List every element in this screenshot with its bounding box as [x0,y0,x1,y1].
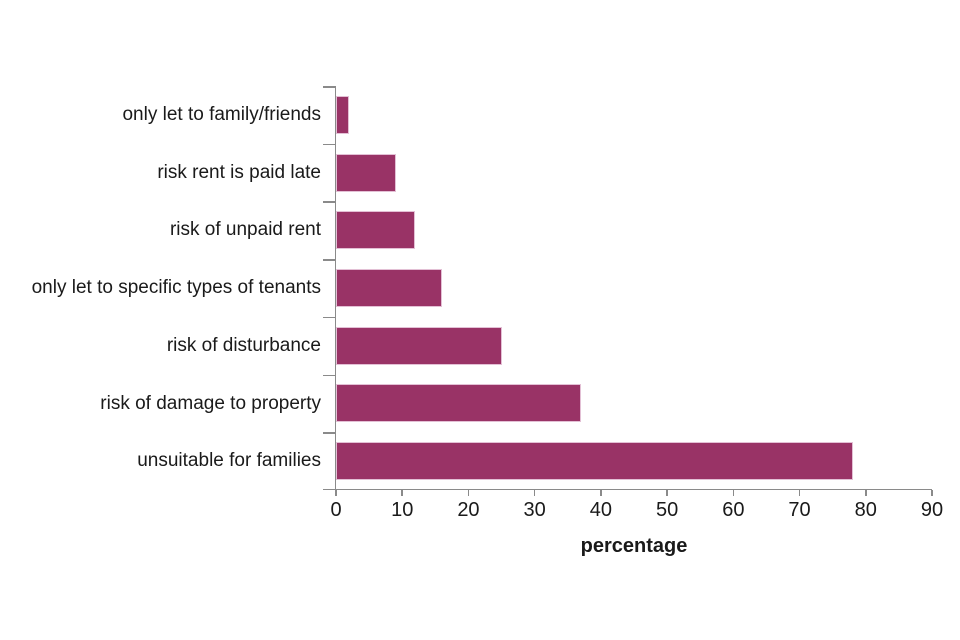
x-axis-tick-label: 10 [391,499,414,521]
x-axis-tick-mark [467,490,470,496]
category-label: only let to family/friends [122,104,321,125]
x-axis-title: percentage [580,535,688,557]
x-axis-tick-mark [666,490,668,496]
x-axis-tick-label: 0 [330,499,342,521]
x-axis-tick-label: 80 [854,499,877,521]
bar [336,211,416,250]
bar [336,442,853,481]
bar [336,95,350,134]
x-axis-tick-label: 50 [655,499,679,521]
x-axis-tick-label: 40 [589,499,612,521]
x-axis-tick-label: 70 [788,499,811,521]
y-axis-tick-mark [323,432,335,434]
x-axis-tick-label: 90 [920,499,944,521]
category-label: risk rent is paid late [157,161,321,183]
bar [336,326,502,365]
y-axis-tick-mark [323,201,335,203]
y-axis-tick-mark [323,259,335,261]
plot-area [323,86,933,496]
category-label: risk of unpaid rent [169,219,321,241]
y-axis-tick-mark [323,488,335,490]
x-axis-tick-label: 30 [523,499,546,521]
x-axis-tick-label: 60 [722,499,745,521]
y-axis-tick-mark [323,374,335,377]
x-axis-tick-mark [798,490,801,496]
y-axis-line [334,86,336,490]
y-axis-tick-mark [323,316,335,319]
category-label: risk of disturbance [166,334,321,356]
y-axis-tick-mark [323,143,335,146]
category-label: only let to specific types of tenants [31,277,321,299]
x-axis-tick-mark [401,490,403,496]
x-axis-tick-mark [931,490,933,496]
bar [336,269,442,307]
x-axis-tick-mark [732,490,735,496]
x-axis-tick-mark [533,490,536,496]
x-axis-tick-label: 20 [457,499,480,521]
x-axis-tick-mark [865,490,867,496]
bar [336,153,396,192]
x-axis-tick-mark [600,490,602,496]
bar [336,384,582,423]
y-axis-tick-mark [323,86,335,88]
category-label: risk of damage to property [100,392,321,414]
x-axis-tick-mark [335,490,337,496]
x-axis-line [336,488,932,490]
category-label: unsuitable for families [137,450,321,472]
